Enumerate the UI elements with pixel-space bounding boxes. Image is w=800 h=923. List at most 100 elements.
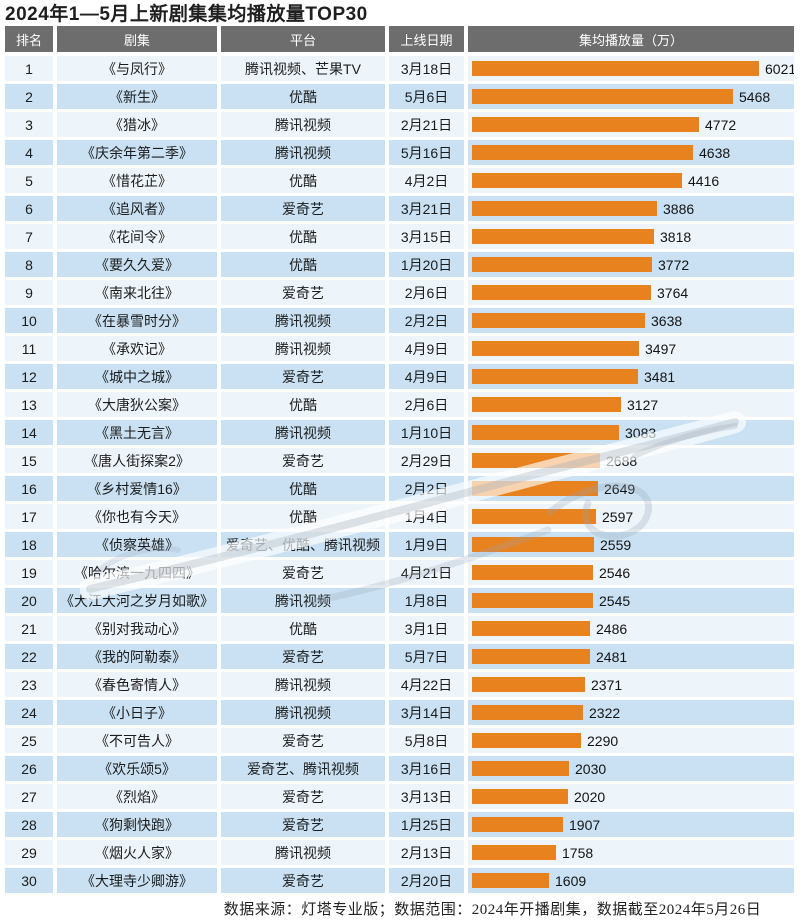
date-cell: 5月7日: [389, 644, 464, 669]
platform-cell: 优酷: [221, 84, 385, 109]
value-label: 2481: [596, 648, 628, 665]
platform-cell: 爱奇艺、优酷、腾讯视频: [221, 532, 385, 557]
header-value: 集均播放量（万）: [468, 26, 794, 52]
table-row: 5 《惜花芷》 优酷 4月2日 4416: [5, 168, 794, 193]
bar: [472, 761, 569, 776]
platform-cell: 爱奇艺: [221, 728, 385, 753]
rank-cell: 29: [5, 840, 53, 865]
rank-cell: 11: [5, 336, 53, 361]
platform-cell: 爱奇艺、腾讯视频: [221, 756, 385, 781]
bar: [472, 873, 549, 888]
value-label: 4772: [705, 116, 737, 133]
date-cell: 2月2日: [389, 476, 464, 501]
value-label: 3083: [625, 424, 657, 441]
table-row: 9 《南来北往》 爱奇艺 2月6日 3764: [5, 280, 794, 305]
rank-cell: 12: [5, 364, 53, 389]
bar-cell: 2649: [468, 476, 794, 501]
title-cell: 《欢乐颂5》: [57, 756, 217, 781]
platform-cell: 腾讯视频: [221, 140, 385, 165]
table-row: 13 《大唐狄公案》 优酷 2月6日 3127: [5, 392, 794, 417]
rank-cell: 3: [5, 112, 53, 137]
table-row: 27 《烈焰》 爱奇艺 3月13日 2020: [5, 784, 794, 809]
title-cell: 《唐人街探案2》: [57, 448, 217, 473]
platform-cell: 爱奇艺: [221, 812, 385, 837]
table-row: 7 《花间令》 优酷 3月15日 3818: [5, 224, 794, 249]
title-cell: 《狗剩快跑》: [57, 812, 217, 837]
bar-cell: 5468: [468, 84, 794, 109]
platform-cell: 腾讯视频: [221, 700, 385, 725]
table-row: 22 《我的阿勒泰》 爱奇艺 5月7日 2481: [5, 644, 794, 669]
table-row: 15 《唐人街探案2》 爱奇艺 2月29日 2688: [5, 448, 794, 473]
rank-cell: 1: [5, 56, 53, 81]
bar: [472, 733, 581, 748]
bar: [472, 537, 594, 552]
date-cell: 3月14日: [389, 700, 464, 725]
date-cell: 3月21日: [389, 196, 464, 221]
title-cell: 《南来北往》: [57, 280, 217, 305]
rank-cell: 25: [5, 728, 53, 753]
table-row: 21 《别对我动心》 优酷 3月1日 2486: [5, 616, 794, 641]
bar-cell: 1907: [468, 812, 794, 837]
date-cell: 2月29日: [389, 448, 464, 473]
bar-cell: 3818: [468, 224, 794, 249]
date-cell: 1月8日: [389, 588, 464, 613]
rank-cell: 2: [5, 84, 53, 109]
value-label: 2371: [591, 676, 623, 693]
rank-cell: 15: [5, 448, 53, 473]
header-title: 剧集: [57, 26, 217, 52]
bar-cell: 2020: [468, 784, 794, 809]
rank-cell: 27: [5, 784, 53, 809]
date-cell: 1月9日: [389, 532, 464, 557]
date-cell: 3月13日: [389, 784, 464, 809]
platform-cell: 爱奇艺: [221, 364, 385, 389]
value-label: 6021: [765, 60, 794, 77]
bar: [472, 397, 621, 412]
bar: [472, 229, 654, 244]
bar: [472, 145, 693, 160]
rank-cell: 10: [5, 308, 53, 333]
bar-cell: 2486: [468, 616, 794, 641]
platform-cell: 优酷: [221, 224, 385, 249]
value-label: 1609: [555, 872, 587, 889]
platform-cell: 爱奇艺: [221, 784, 385, 809]
rank-cell: 7: [5, 224, 53, 249]
rank-cell: 23: [5, 672, 53, 697]
platform-cell: 腾讯视频: [221, 840, 385, 865]
date-cell: 2月6日: [389, 392, 464, 417]
title-cell: 《乡村爱情16》: [57, 476, 217, 501]
rank-cell: 28: [5, 812, 53, 837]
table-row: 25 《不可告人》 爱奇艺 5月8日 2290: [5, 728, 794, 753]
bar: [472, 621, 590, 636]
bar: [472, 565, 593, 580]
title-cell: 《大唐狄公案》: [57, 392, 217, 417]
title-cell: 《春色寄情人》: [57, 672, 217, 697]
date-cell: 3月15日: [389, 224, 464, 249]
bar-cell: 1758: [468, 840, 794, 865]
value-label: 1758: [562, 844, 594, 861]
platform-cell: 腾讯视频: [221, 588, 385, 613]
date-cell: 2月2日: [389, 308, 464, 333]
date-cell: 5月16日: [389, 140, 464, 165]
table-row: 17 《你也有今天》 优酷 1月4日 2597: [5, 504, 794, 529]
value-label: 3481: [644, 368, 676, 385]
table-row: 30 《大理寺少卿游》 爱奇艺 2月20日 1609: [5, 868, 794, 893]
bar-cell: 2322: [468, 700, 794, 725]
rank-cell: 21: [5, 616, 53, 641]
table-row: 24 《小日子》 腾讯视频 3月14日 2322: [5, 700, 794, 725]
bar-cell: 3497: [468, 336, 794, 361]
title-cell: 《承欢记》: [57, 336, 217, 361]
platform-cell: 优酷: [221, 476, 385, 501]
table-row: 23 《春色寄情人》 腾讯视频 4月22日 2371: [5, 672, 794, 697]
bar: [472, 649, 590, 664]
rank-cell: 26: [5, 756, 53, 781]
title-cell: 《侦察英雄》: [57, 532, 217, 557]
bar-cell: 3127: [468, 392, 794, 417]
platform-cell: 腾讯视频: [221, 336, 385, 361]
value-label: 2545: [599, 592, 631, 609]
title-cell: 《我的阿勒泰》: [57, 644, 217, 669]
bar-cell: 3083: [468, 420, 794, 445]
rank-cell: 20: [5, 588, 53, 613]
date-cell: 5月8日: [389, 728, 464, 753]
bar-cell: 3886: [468, 196, 794, 221]
